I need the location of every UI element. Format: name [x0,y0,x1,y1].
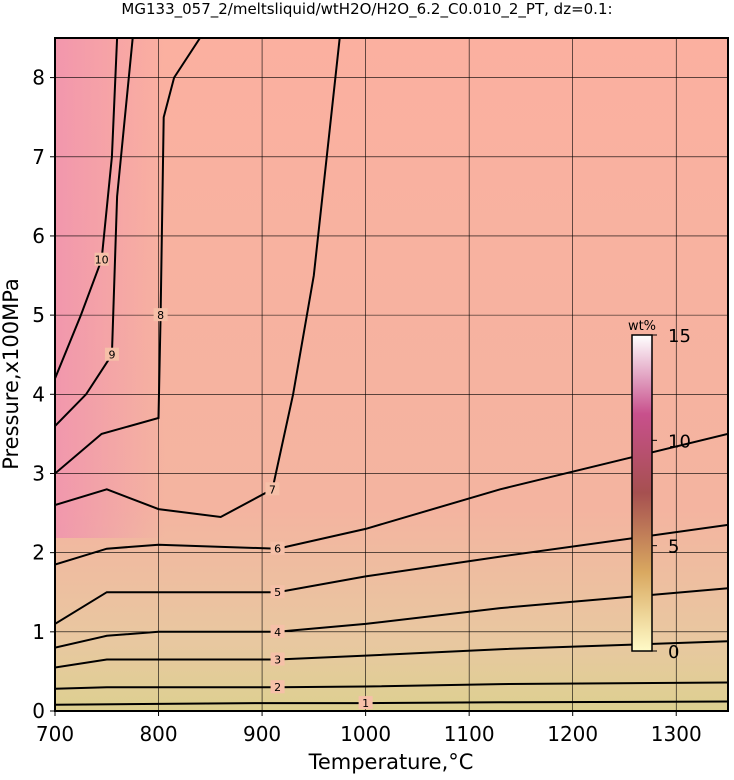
y-tick-label: 5 [32,303,45,327]
contour-label: 3 [274,654,281,667]
contour-label: 2 [274,681,281,694]
colorbar-tick-label: 5 [668,537,679,558]
contour-label-bg [270,585,285,599]
contour-label: 4 [274,626,281,639]
y-tick-label: 1 [32,620,45,644]
x-tick-label: 1100 [444,722,495,746]
contour-label-bg [270,541,285,555]
contour-label: 5 [274,586,281,599]
contour-label: 6 [274,543,281,556]
chart-title: MG133_057_2/meltsliquid/wtH2O/H2O_6.2_C0… [121,0,612,19]
contour-label: 10 [95,254,109,267]
colorbar-tick-label: 15 [668,326,691,347]
grid [55,38,728,711]
y-tick-label: 2 [32,541,45,565]
colorbar-tick-label: 0 [668,642,679,663]
x-tick-label: 900 [243,722,281,746]
y-tick-label: 3 [32,461,45,485]
y-tick-label: 7 [32,145,45,169]
contour-label: 8 [157,309,164,322]
contour-label-bg [358,696,373,710]
contour-label-bg [153,308,168,322]
contours: 1 2 3 4 5 6 7 8 9 10 [55,38,728,710]
y-axis-label: Pressure,x100MPa [0,278,23,470]
x-axis-label: Temperature,°C [308,750,474,774]
y-tick-label: 0 [32,699,45,723]
plot-shade [55,38,165,538]
contour-label-bg [270,624,285,638]
contour-line [55,700,728,706]
x-tick-label: 1000 [340,722,391,746]
contour-line [55,38,341,519]
y-tick-label: 8 [32,66,45,90]
colorbar-label: wt% [628,319,656,334]
y-tick-label: 4 [32,382,45,406]
colorbar-tick-label: 10 [668,431,691,452]
contour-label: 7 [269,483,276,496]
x-tick-label: 700 [36,722,74,746]
contour-label-bg [270,680,285,694]
contour-label-bg [104,347,119,361]
y-tick-label: 6 [32,224,45,248]
x-tick-label: 1300 [651,722,702,746]
contour-label-bg [265,482,280,496]
contour-label: 9 [108,349,115,362]
contour-label-bg [94,252,109,266]
x-tick-label: 1200 [547,722,598,746]
x-tick-label: 800 [139,722,177,746]
plot-frame [54,37,729,712]
contour-label: 1 [362,697,369,710]
colorbar [631,334,653,652]
contour-label-bg [270,652,285,666]
